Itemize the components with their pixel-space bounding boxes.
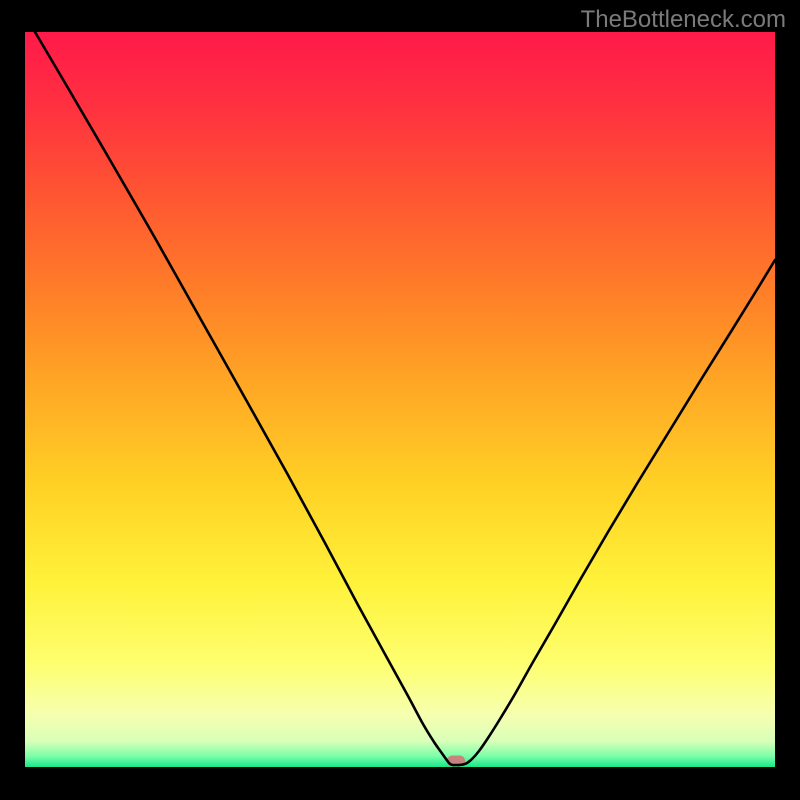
watermark-text: TheBottleneck.com: [581, 6, 786, 34]
plot-gradient-background: [25, 32, 775, 767]
bottleneck-curve-chart: [0, 0, 800, 800]
chart-container: TheBottleneck.com: [0, 0, 800, 800]
